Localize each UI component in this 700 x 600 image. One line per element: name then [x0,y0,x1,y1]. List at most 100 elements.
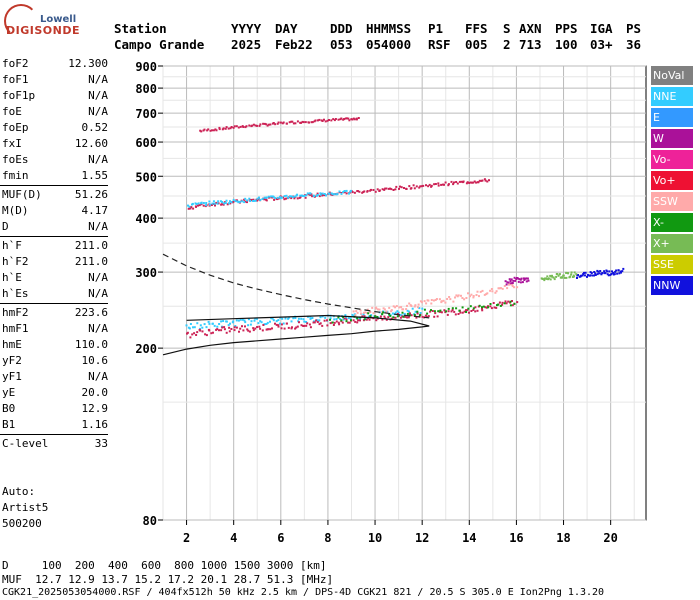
trace-point-0 [218,128,221,131]
trace-point-4 [415,316,418,319]
trace-point-7 [603,270,606,273]
trace-point-4 [492,302,495,304]
trace-point-4 [485,306,488,309]
trace-point-6 [392,316,395,319]
trace-point-6 [467,307,470,310]
x-tick-label: 8 [324,531,331,545]
header-row1-cell-9: PPS [555,21,578,36]
trace-point-3 [201,326,204,329]
trace-point-5 [419,300,422,303]
trace-point-4 [352,319,355,322]
trace-point-9 [506,281,509,284]
trace-point-2 [229,200,231,203]
trace-point-5 [511,283,514,286]
trace-point-4 [338,323,341,326]
trace-point-1 [400,186,403,189]
trace-point-5 [448,296,451,298]
trace-point-7 [594,274,597,276]
trace-point-1 [304,196,307,199]
trace-point-4 [332,324,335,326]
trace-point-3 [411,307,414,310]
trace-point-4 [439,310,442,313]
trace-point-4 [258,325,261,328]
trace-point-7 [622,267,625,270]
trace-point-6 [356,317,359,320]
trace-point-2 [202,202,205,204]
trace-point-7 [620,271,622,274]
trace-point-1 [428,183,431,186]
trace-point-0 [348,119,351,122]
trace-point-4 [318,323,321,326]
trace-point-5 [406,304,408,307]
trace-point-5 [382,307,385,310]
trace-point-7 [607,274,610,277]
trace-point-8 [549,278,552,281]
trace-point-1 [236,199,238,202]
trace-point-3 [235,319,238,322]
param-key: h`Es [2,287,29,300]
trace-point-7 [589,271,592,274]
trace-point-1 [447,184,450,187]
legend-item-e: E [651,108,693,127]
trace-point-2 [211,202,214,205]
trace-point-5 [390,309,393,312]
trace-point-8 [573,275,576,278]
trace-point-1 [456,182,459,185]
trace-point-1 [187,207,190,210]
trace-point-4 [454,313,457,316]
trace-point-1 [455,181,458,183]
trace-point-5 [483,293,486,296]
trace-point-3 [250,320,253,323]
trace-point-4 [233,329,236,332]
trace-point-6 [388,313,391,316]
trace-point-0 [333,119,336,122]
trace-point-6 [458,309,461,312]
trace-point-4 [490,307,493,310]
trace-point-0 [212,129,215,132]
trace-point-4 [312,321,315,324]
param-key: yF2 [2,354,22,367]
trace-point-2 [343,190,346,192]
trace-point-4 [361,315,364,318]
trace-point-2 [315,194,318,197]
trace-point-1 [252,198,255,201]
y-tick-label: 400 [135,212,157,226]
trace-point-2 [267,195,270,198]
trace-point-0 [314,119,317,122]
trace-point-1 [468,182,471,184]
trace-point-2 [302,195,304,197]
trace-point-2 [338,190,341,193]
trace-point-0 [225,126,228,129]
trace-point-0 [254,124,257,127]
trace-point-1 [478,179,481,182]
trace-point-0 [224,127,227,130]
trace-point-3 [249,323,252,326]
trace-point-1 [418,186,421,189]
trace-point-1 [366,190,369,192]
trace-point-6 [451,307,454,310]
trace-point-2 [254,199,257,202]
trace-point-4 [329,322,332,325]
trace-point-4 [298,321,300,324]
trace-point-9 [510,278,513,281]
param-row-hes: h`Es N/A [0,286,110,302]
trace-point-4 [287,326,290,329]
trace-point-4 [315,319,318,322]
trace-point-4 [484,306,487,309]
trace-point-1 [353,191,356,194]
param-key: yF1 [2,370,22,383]
trace-point-3 [225,320,228,323]
trace-point-4 [212,331,214,334]
trace-point-3 [282,322,285,325]
trace-point-0 [214,128,217,131]
trace-point-2 [291,196,294,199]
trace-point-7 [615,269,618,272]
trace-point-4 [481,309,484,312]
trace-point-4 [210,332,213,335]
trace-point-4 [267,328,270,331]
header-row2-cell-11: 36 [626,37,642,52]
trace-point-4 [205,334,208,337]
header-row2-cell-10: 03+ [590,37,613,52]
trace-point-1 [410,187,413,190]
trace-point-0 [355,118,358,121]
